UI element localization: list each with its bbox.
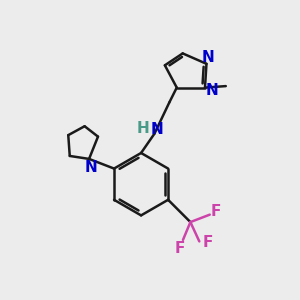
Text: F: F: [211, 204, 221, 219]
Text: N: N: [205, 83, 218, 98]
Text: N: N: [84, 160, 97, 175]
Text: N: N: [151, 122, 164, 137]
Text: F: F: [175, 241, 185, 256]
Text: H: H: [137, 121, 149, 136]
Text: F: F: [202, 236, 213, 250]
Text: N: N: [202, 50, 214, 65]
